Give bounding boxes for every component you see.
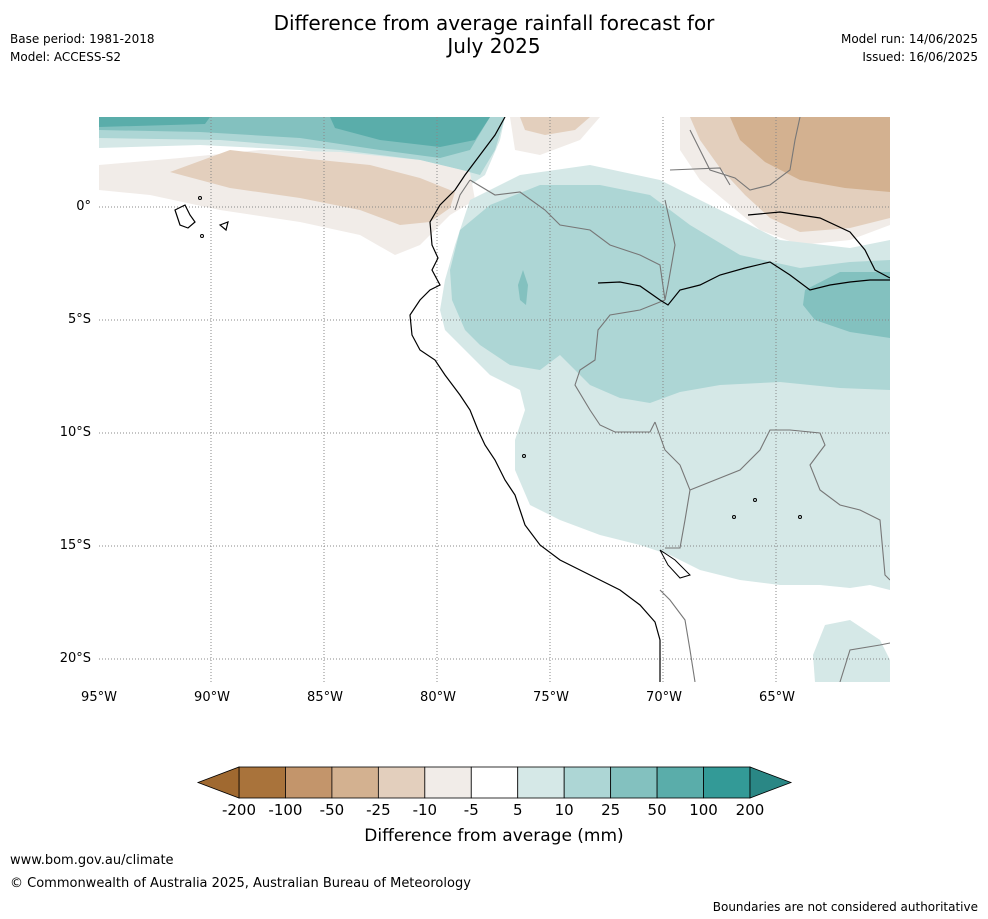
colorbar-tick-label: -5 [463, 801, 479, 819]
colorbar-tick-label: -50 [319, 801, 345, 819]
lake-marker [522, 454, 526, 458]
lake-marker [732, 515, 736, 519]
longitude-tick-label: 80°W [420, 690, 456, 705]
colorbar-over-arrow [749, 766, 793, 799]
colorbar-bin [285, 766, 333, 799]
colorbar-tick-label: 5 [512, 801, 523, 819]
shade-25-50-amazon-small [518, 270, 528, 305]
shade-neg10-25-top [520, 117, 590, 135]
colorbar-bin [470, 766, 519, 799]
longitude-tick-label: 85°W [307, 690, 343, 705]
issued-text: Issued: 16/06/2025 [862, 50, 978, 64]
website-link[interactable]: www.bom.gov.au/climate [10, 853, 174, 868]
latitude-tick-label: 5°S [67, 312, 91, 328]
shade-50-100-north [99, 117, 490, 147]
colorbar-bin [610, 766, 658, 799]
lake-titicaca [659, 549, 691, 579]
title-line-2: July 2025 [447, 34, 541, 58]
longitude-tick-label: 95°W [81, 690, 117, 705]
latitude-tick-label: 20°S [59, 651, 91, 667]
colorbar-tick-label: -25 [366, 801, 391, 819]
shade-5-10-southeast [813, 620, 890, 682]
longitude-tick-label: 90°W [194, 690, 230, 705]
chart-title: Difference from average rainfall forecas… [0, 12, 988, 58]
island-marker [198, 196, 202, 200]
coastline [174, 117, 890, 682]
colorbar-under-arrow [196, 766, 240, 799]
lake-marker [753, 498, 757, 502]
colorbar-tick-label: -10 [412, 801, 438, 819]
disclaimer-text: Boundaries are not considered authoritat… [712, 900, 978, 914]
longitude-tick-label: 65°W [759, 690, 795, 705]
shade-neg25-50-northeast [730, 117, 890, 192]
colorbar-bin [377, 766, 426, 799]
metadata-left: Base period: 1981-2018 Model: ACCESS-S2 [10, 32, 155, 68]
shade-25-50-amazon [803, 272, 890, 338]
colorbar-bin [563, 766, 612, 799]
longitude-tick-label: 75°W [533, 690, 569, 705]
shade-neg10-25-west [170, 150, 455, 225]
colorbar-tick-label: -200 [221, 801, 257, 819]
colorbar-bin [656, 766, 704, 799]
model-text: Model: ACCESS-S2 [10, 50, 122, 64]
colorbar-tick-label: 25 [601, 801, 621, 819]
latitude-tick-label: 0° [76, 199, 91, 215]
copyright-text: © Commonwealth of Australia 2025, Austra… [10, 876, 471, 891]
graticule [99, 117, 890, 682]
colorbar-bin [238, 766, 286, 799]
latitude-tick-label: 15°S [59, 538, 91, 554]
colorbar-tick-label: -100 [268, 801, 303, 819]
colorbar-bin [703, 766, 751, 799]
island-marker [200, 234, 204, 238]
colorbar-bin [424, 766, 472, 799]
lake-marker [798, 515, 802, 519]
colorbar-tick-label: 200 [735, 801, 765, 819]
colorbar-title: Difference from average (mm) [364, 826, 624, 846]
colorbar-tick-label: 50 [647, 801, 667, 819]
colorbar [196, 766, 793, 799]
colorbar-bin [517, 766, 565, 799]
title-line-1: Difference from average rainfall forecas… [273, 11, 715, 35]
map-area [99, 117, 890, 682]
model-run-text: Model run: 14/06/2025 [840, 32, 978, 46]
colorbar-tick-label: 10 [554, 801, 574, 819]
longitude-tick-label: 70°W [646, 690, 682, 705]
base-period-text: Base period: 1981-2018 [10, 32, 155, 46]
shade-10-25-amazon [450, 185, 890, 403]
colorbar-tick-label: 100 [689, 801, 718, 819]
colorbar-bin [331, 766, 379, 799]
country-borders [454, 117, 890, 682]
metadata-right: Model run: 14/06/2025 Issued: 16/06/2025 [841, 32, 978, 68]
latitude-tick-label: 10°S [59, 425, 91, 441]
